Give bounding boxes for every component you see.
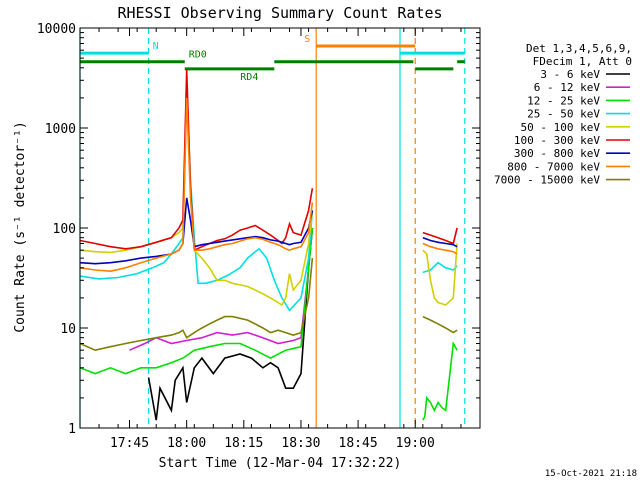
state-label: N <box>153 41 159 52</box>
x-axis-label: Start Time (12-Mar-04 17:32:22) <box>159 456 402 471</box>
x-tick-label: 18:15 <box>224 436 263 451</box>
series-line <box>79 80 314 307</box>
series-line <box>79 88 314 312</box>
y-tick-label: 1 <box>68 422 76 437</box>
series-line <box>147 227 314 421</box>
x-tick-label: 17:45 <box>110 436 149 451</box>
legend-entry-label: 800 - 7000 keV <box>507 160 600 173</box>
legend-entry-label: 25 - 50 keV <box>527 108 600 121</box>
series-line <box>422 243 458 306</box>
attenuator-overlay: N S RD0 RD4 <box>79 28 466 428</box>
legend-entry-label: 12 - 25 keV <box>527 94 600 107</box>
series-line <box>422 227 458 245</box>
chart-title: RHESSI Observing Summary Count Rates <box>117 4 442 22</box>
y-tick-label: 100 <box>53 222 76 237</box>
y-tick-label: 10000 <box>37 22 76 37</box>
y-axis-label: Count Rate (s⁻¹ detector⁻¹) <box>13 121 28 332</box>
legend-entry-label: 7000 - 15000 keV <box>494 174 600 187</box>
legend-entry-label: 50 - 100 keV <box>521 121 601 134</box>
series-line <box>129 227 314 351</box>
legend-entry-label: 3 - 6 keV <box>540 68 600 81</box>
x-tick-label: 18:00 <box>167 436 206 451</box>
series-line <box>422 242 458 255</box>
series-line <box>79 97 314 273</box>
legend-header: Det 1,3,4,5,6,9, <box>526 42 632 55</box>
timestamp: 15-Oct-2021 21:18 <box>545 469 637 479</box>
legend-entry-label: 300 - 800 keV <box>514 147 600 160</box>
x-tick-label: 18:30 <box>281 436 320 451</box>
series-line <box>422 340 458 421</box>
series-line <box>79 258 314 352</box>
series-line <box>79 197 314 265</box>
y-tick-label: 1000 <box>45 122 76 137</box>
x-tick-label: 18:45 <box>339 436 378 451</box>
series-line <box>422 315 458 334</box>
legend-entry-label: 6 - 12 keV <box>534 81 601 94</box>
legend-entry-label: 100 - 300 keV <box>514 134 600 147</box>
state-label: RD0 <box>189 50 207 61</box>
x-tick-label: 19:00 <box>396 436 435 451</box>
series-group <box>79 69 458 421</box>
y-tick-label: 10 <box>60 322 76 337</box>
state-label: RD4 <box>240 72 258 83</box>
series-line <box>79 227 314 375</box>
legend: Det 1,3,4,5,6,9,FDecim 1, Att 03 - 6 keV… <box>494 42 632 187</box>
state-label: S <box>304 34 310 45</box>
axes: 17:45 18:00 18:15 18:30 18:45 19:00 1 10 100 1000… <box>37 22 481 451</box>
series-line <box>422 236 458 248</box>
series-line <box>79 69 314 252</box>
legend-header: FDecim 1, Att 0 <box>533 55 632 68</box>
